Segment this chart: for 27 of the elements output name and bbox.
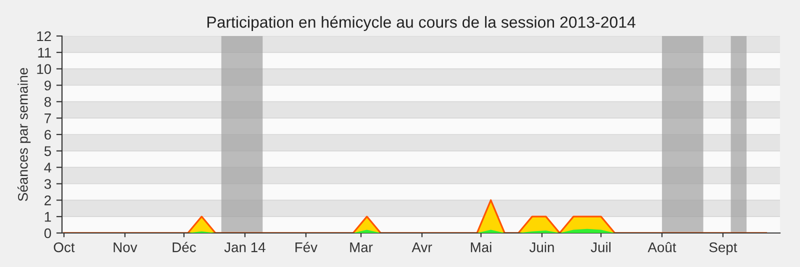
y-tick-label: 9: [44, 80, 51, 90]
y-tick-label: 4: [44, 162, 52, 172]
x-tick-label: Déc: [172, 242, 196, 252]
x-tick-label: Juil: [590, 242, 610, 252]
x-tick-label: Mar: [350, 242, 373, 252]
y-tick-label: 1: [44, 212, 51, 222]
x-tick-label: Nov: [114, 242, 138, 252]
chart-title: Participation en hémicycle au cours de la session 2013-2014: [207, 16, 636, 31]
y-tick-label: 11: [38, 48, 51, 58]
x-tick-label: Août: [648, 242, 676, 252]
y-axis-title: Séances par semaine: [17, 68, 31, 202]
x-tick-label: Oct: [54, 242, 75, 252]
x-tick-label: Juin: [529, 242, 554, 252]
x-tick-label: Sept: [709, 242, 738, 255]
y-tick-label: 3: [44, 179, 51, 189]
y-tick-label: 12: [37, 31, 51, 42]
x-tick-label: Mai: [470, 242, 492, 252]
x-tick-label: Avr: [412, 242, 432, 252]
y-tick-label: 2: [44, 196, 51, 206]
y-tick-label: 6: [44, 130, 51, 140]
x-tick-label: Fév: [295, 242, 318, 252]
y-tick-label: 10: [37, 64, 52, 74]
y-tick-label: 5: [44, 146, 51, 156]
y-tick-label: 7: [44, 114, 51, 124]
y-tick-label: 0: [44, 228, 52, 238]
y-tick-label: 8: [44, 97, 51, 107]
x-tick-label: Jan 14: [224, 242, 266, 252]
